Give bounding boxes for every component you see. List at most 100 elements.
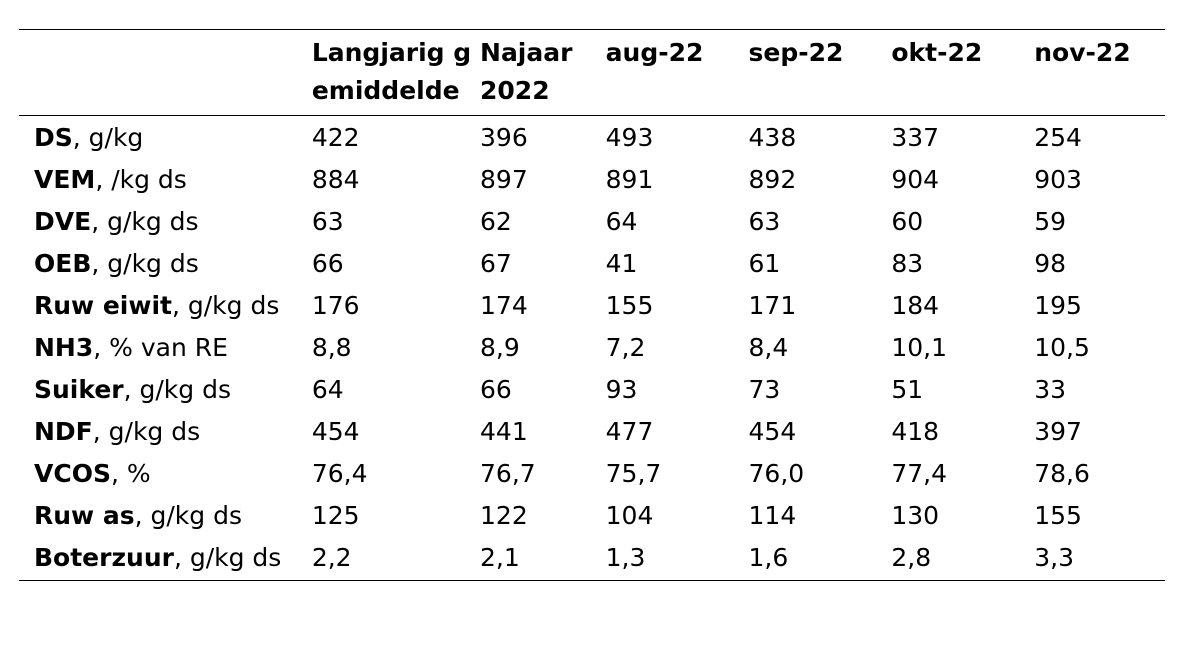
table-cell: 78,6 [1034, 459, 1090, 488]
table-cell: 51 [891, 375, 924, 404]
table-body: DS, g/kg 422 396 493 438 337 254 VEM, /kg ds 884… [19, 116, 1165, 581]
table-cell: 891 [605, 165, 654, 194]
row-label: OEB, g/kg ds [19, 243, 312, 285]
table-cell: 454 [748, 417, 797, 446]
table-cell: 493 [605, 123, 654, 152]
row-label-unit: , g/kg [72, 123, 144, 152]
row-label-unit: , g/kg ds [92, 417, 201, 446]
table-row: Boterzuur, g/kg ds 2,2 2,1 1,3 1,6 2,8 3,3 [19, 537, 1165, 581]
table-cell: 114 [748, 501, 797, 530]
table-cell: 130 [891, 501, 940, 530]
table-cell: 396 [480, 123, 528, 152]
header-cell-okt-22: okt-22 [891, 38, 983, 67]
table-cell: 477 [605, 417, 654, 446]
row-label-unit: , g/kg ds [123, 375, 231, 404]
table-row: DVE, g/kg ds 63 62 64 63 60 59 [19, 201, 1165, 243]
table-row: Ruw eiwit, g/kg ds 176 174 155 171 184 195 [19, 285, 1165, 327]
table-cell: 63 [311, 207, 344, 236]
data-table-container: Langjarig gemiddelde Najaar 2022 aug-22 … [19, 29, 1165, 581]
table-row: Ruw as, g/kg ds 125 122 104 114 130 155 [19, 495, 1165, 537]
table-row: DS, g/kg 422 396 493 438 337 254 [19, 116, 1165, 160]
table-row: Suiker, g/kg ds 64 66 93 73 51 33 [19, 369, 1165, 411]
row-label: NDF, g/kg ds [19, 411, 312, 453]
table-cell: 61 [748, 249, 781, 278]
row-label: DS, g/kg [19, 116, 312, 160]
row-label: VEM, /kg ds [19, 159, 312, 201]
row-label-unit: , g/kg ds [91, 249, 199, 278]
table-cell: 2,2 [311, 543, 352, 572]
table-cell: 8,4 [748, 333, 789, 362]
table-cell: 176 [311, 291, 360, 320]
table-cell: 10,1 [891, 333, 948, 362]
table-row: NH3, % van RE 8,8 8,9 7,2 8,4 10,1 10,5 [19, 327, 1165, 369]
table-cell: 59 [1034, 207, 1067, 236]
table-cell: 66 [311, 249, 344, 278]
row-label-name: VCOS [34, 459, 111, 488]
table-cell: 41 [605, 249, 638, 278]
table-cell: 8,8 [311, 333, 352, 362]
table-cell: 76,0 [748, 459, 805, 488]
table-cell: 104 [605, 501, 654, 530]
row-label: Ruw eiwit, g/kg ds [19, 285, 312, 327]
table-cell: 171 [748, 291, 797, 320]
table-row: VEM, /kg ds 884 897 891 892 904 903 [19, 159, 1165, 201]
table-row: NDF, g/kg ds 454 441 477 454 418 397 [19, 411, 1165, 453]
table-cell: 884 [311, 165, 360, 194]
table-cell: 184 [891, 291, 940, 320]
table-cell: 10,5 [1034, 333, 1090, 362]
table-header: Langjarig gemiddelde Najaar 2022 aug-22 … [19, 29, 1165, 116]
table-cell: 418 [891, 417, 940, 446]
table-cell: 1,6 [748, 543, 789, 572]
row-label-unit: , g/kg ds [91, 207, 199, 236]
row-label-name: DVE [34, 207, 92, 236]
table-cell: 897 [480, 165, 528, 194]
table-cell: 98 [1034, 249, 1067, 278]
table-cell: 83 [891, 249, 924, 278]
row-label: Ruw as, g/kg ds [19, 495, 312, 537]
table-cell: 122 [480, 501, 528, 530]
header-cell-nov-22: nov-22 [1034, 38, 1131, 67]
table-cell: 73 [748, 375, 781, 404]
row-label-unit: , g/kg ds [172, 291, 280, 320]
table-cell: 155 [605, 291, 654, 320]
table-cell: 67 [480, 249, 512, 278]
table-cell: 438 [748, 123, 797, 152]
row-label-name: Ruw eiwit [34, 291, 172, 320]
row-label-unit: , /kg ds [95, 165, 187, 194]
table-cell: 8,9 [480, 333, 520, 362]
header-cell-langjarig-gemiddelde: Langjarig gemiddelde [311, 38, 472, 105]
table-cell: 904 [891, 165, 940, 194]
row-label-name: Boterzuur [34, 543, 174, 572]
table-cell: 454 [311, 417, 360, 446]
row-label-name: DS [34, 123, 73, 152]
table-cell: 75,7 [605, 459, 662, 488]
table-cell: 7,2 [605, 333, 646, 362]
row-label: Suiker, g/kg ds [19, 369, 312, 411]
table-cell: 155 [1034, 501, 1082, 530]
row-label-name: NH3 [34, 333, 94, 362]
table-cell: 3,3 [1034, 543, 1074, 572]
table-cell: 422 [311, 123, 360, 152]
header-cell-najaar-2022: Najaar 2022 [480, 38, 573, 105]
header-cell-empty [19, 30, 312, 116]
row-label-name: VEM [34, 165, 96, 194]
row-label: Boterzuur, g/kg ds [19, 537, 312, 581]
row-label-name: Suiker [34, 375, 124, 404]
row-label-unit: , g/kg ds [134, 501, 242, 530]
table-cell: 93 [605, 375, 638, 404]
table-row: VCOS, % 76,4 76,7 75,7 76,0 77,4 78,6 [19, 453, 1165, 495]
row-label-name: NDF [34, 417, 93, 446]
row-label-name: OEB [34, 249, 92, 278]
table-cell: 64 [311, 375, 344, 404]
row-label: DVE, g/kg ds [19, 201, 312, 243]
table-cell: 2,8 [891, 543, 932, 572]
row-label-unit: , % van RE [93, 333, 228, 362]
table-cell: 63 [748, 207, 781, 236]
header-cell-sep-22: sep-22 [748, 38, 844, 67]
table-cell: 66 [480, 375, 512, 404]
silage-analysis-table: Langjarig gemiddelde Najaar 2022 aug-22 … [19, 29, 1165, 581]
table-cell: 60 [891, 207, 924, 236]
table-cell: 254 [1034, 123, 1082, 152]
table-cell: 903 [1034, 165, 1082, 194]
table-cell: 77,4 [891, 459, 948, 488]
